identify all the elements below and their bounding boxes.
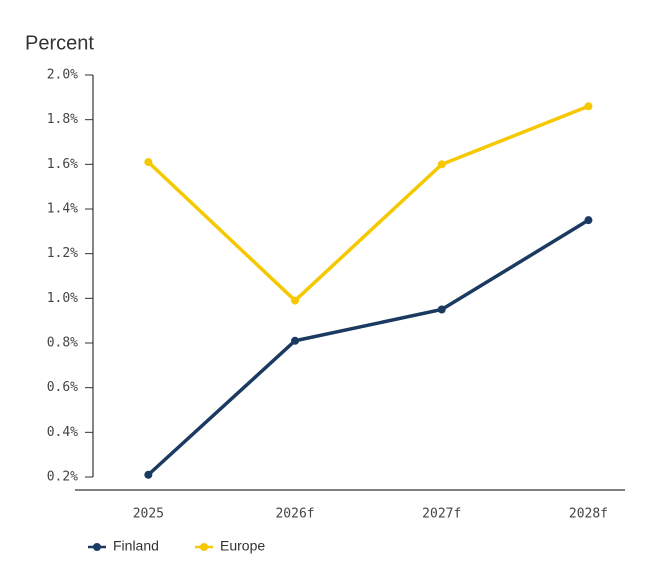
x-tick-label: 2026f bbox=[275, 507, 314, 522]
y-tick-label: 0.6% bbox=[47, 380, 78, 395]
y-tick-label: 0.2% bbox=[47, 470, 78, 485]
point bbox=[437, 160, 446, 169]
x-tick-label: 2028f bbox=[569, 507, 608, 522]
y-tick-label: 1.4% bbox=[47, 202, 78, 217]
chart-title: Percent bbox=[25, 32, 94, 54]
legend-marker bbox=[200, 543, 208, 551]
point bbox=[437, 305, 446, 314]
legend-marker bbox=[93, 543, 101, 551]
point bbox=[584, 216, 593, 225]
y-tick-label: 0.8% bbox=[47, 336, 78, 351]
legend-label: Finland bbox=[113, 538, 159, 554]
y-tick-label: 2.0% bbox=[47, 68, 78, 83]
point bbox=[291, 296, 300, 305]
y-tick-label: 1.0% bbox=[47, 291, 78, 306]
point bbox=[291, 336, 300, 345]
point bbox=[144, 470, 153, 479]
point bbox=[144, 158, 153, 167]
legend-label: Europe bbox=[220, 538, 265, 554]
x-tick-label: 2027f bbox=[422, 507, 461, 522]
point bbox=[584, 102, 593, 111]
x-tick-label: 2025 bbox=[133, 507, 164, 522]
series-line bbox=[147, 218, 590, 477]
series-line bbox=[147, 104, 590, 303]
y-tick-label: 1.2% bbox=[47, 246, 78, 261]
y-tick-label: 1.6% bbox=[47, 157, 78, 172]
y-tick-label: 1.8% bbox=[47, 112, 78, 127]
y-tick-label: 0.4% bbox=[47, 425, 78, 440]
